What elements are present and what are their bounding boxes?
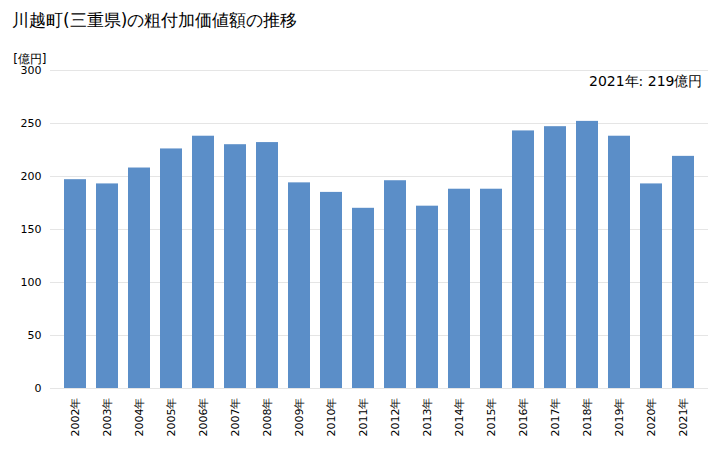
svg-text:100: 100	[21, 276, 42, 289]
svg-text:150: 150	[21, 223, 42, 236]
svg-text:2006年: 2006年	[197, 398, 210, 437]
svg-text:2016年: 2016年	[517, 398, 530, 437]
svg-text:2021年: 2021年	[677, 398, 690, 437]
svg-text:250: 250	[21, 117, 42, 130]
svg-text:2003年: 2003年	[101, 398, 114, 437]
svg-text:2018年: 2018年	[581, 398, 594, 437]
svg-text:2019年: 2019年	[613, 398, 626, 437]
svg-text:2014年: 2014年	[453, 398, 466, 437]
svg-text:2021年: 219億円: 2021年: 219億円	[589, 73, 703, 89]
svg-text:[億円]: [億円]	[13, 52, 46, 66]
svg-text:2008年: 2008年	[261, 398, 274, 437]
svg-text:2020年: 2020年	[645, 398, 658, 437]
svg-text:2002年: 2002年	[69, 398, 82, 437]
html-text:川越町(三重県)の粗付加価値額の推移: 川越町(三重県)の粗付加価値額の推移	[12, 10, 298, 30]
svg-text:2017年: 2017年	[549, 398, 562, 437]
svg-text:2004年: 2004年	[133, 398, 146, 437]
svg-text:200: 200	[21, 170, 42, 183]
svg-text:2005年: 2005年	[165, 398, 178, 437]
svg-text:2007年: 2007年	[229, 398, 242, 437]
svg-text:2009年: 2009年	[293, 398, 306, 437]
svg-text:2011年: 2011年	[357, 398, 370, 437]
svg-text:2013年: 2013年	[421, 398, 434, 437]
svg-text:2012年: 2012年	[389, 398, 402, 437]
svg-text:50: 50	[28, 329, 42, 342]
svg-text:2010年: 2010年	[325, 398, 338, 437]
svg-text:0: 0	[35, 382, 42, 395]
svg-text:2015年: 2015年	[485, 398, 498, 437]
svg-text:300: 300	[20, 64, 42, 77]
